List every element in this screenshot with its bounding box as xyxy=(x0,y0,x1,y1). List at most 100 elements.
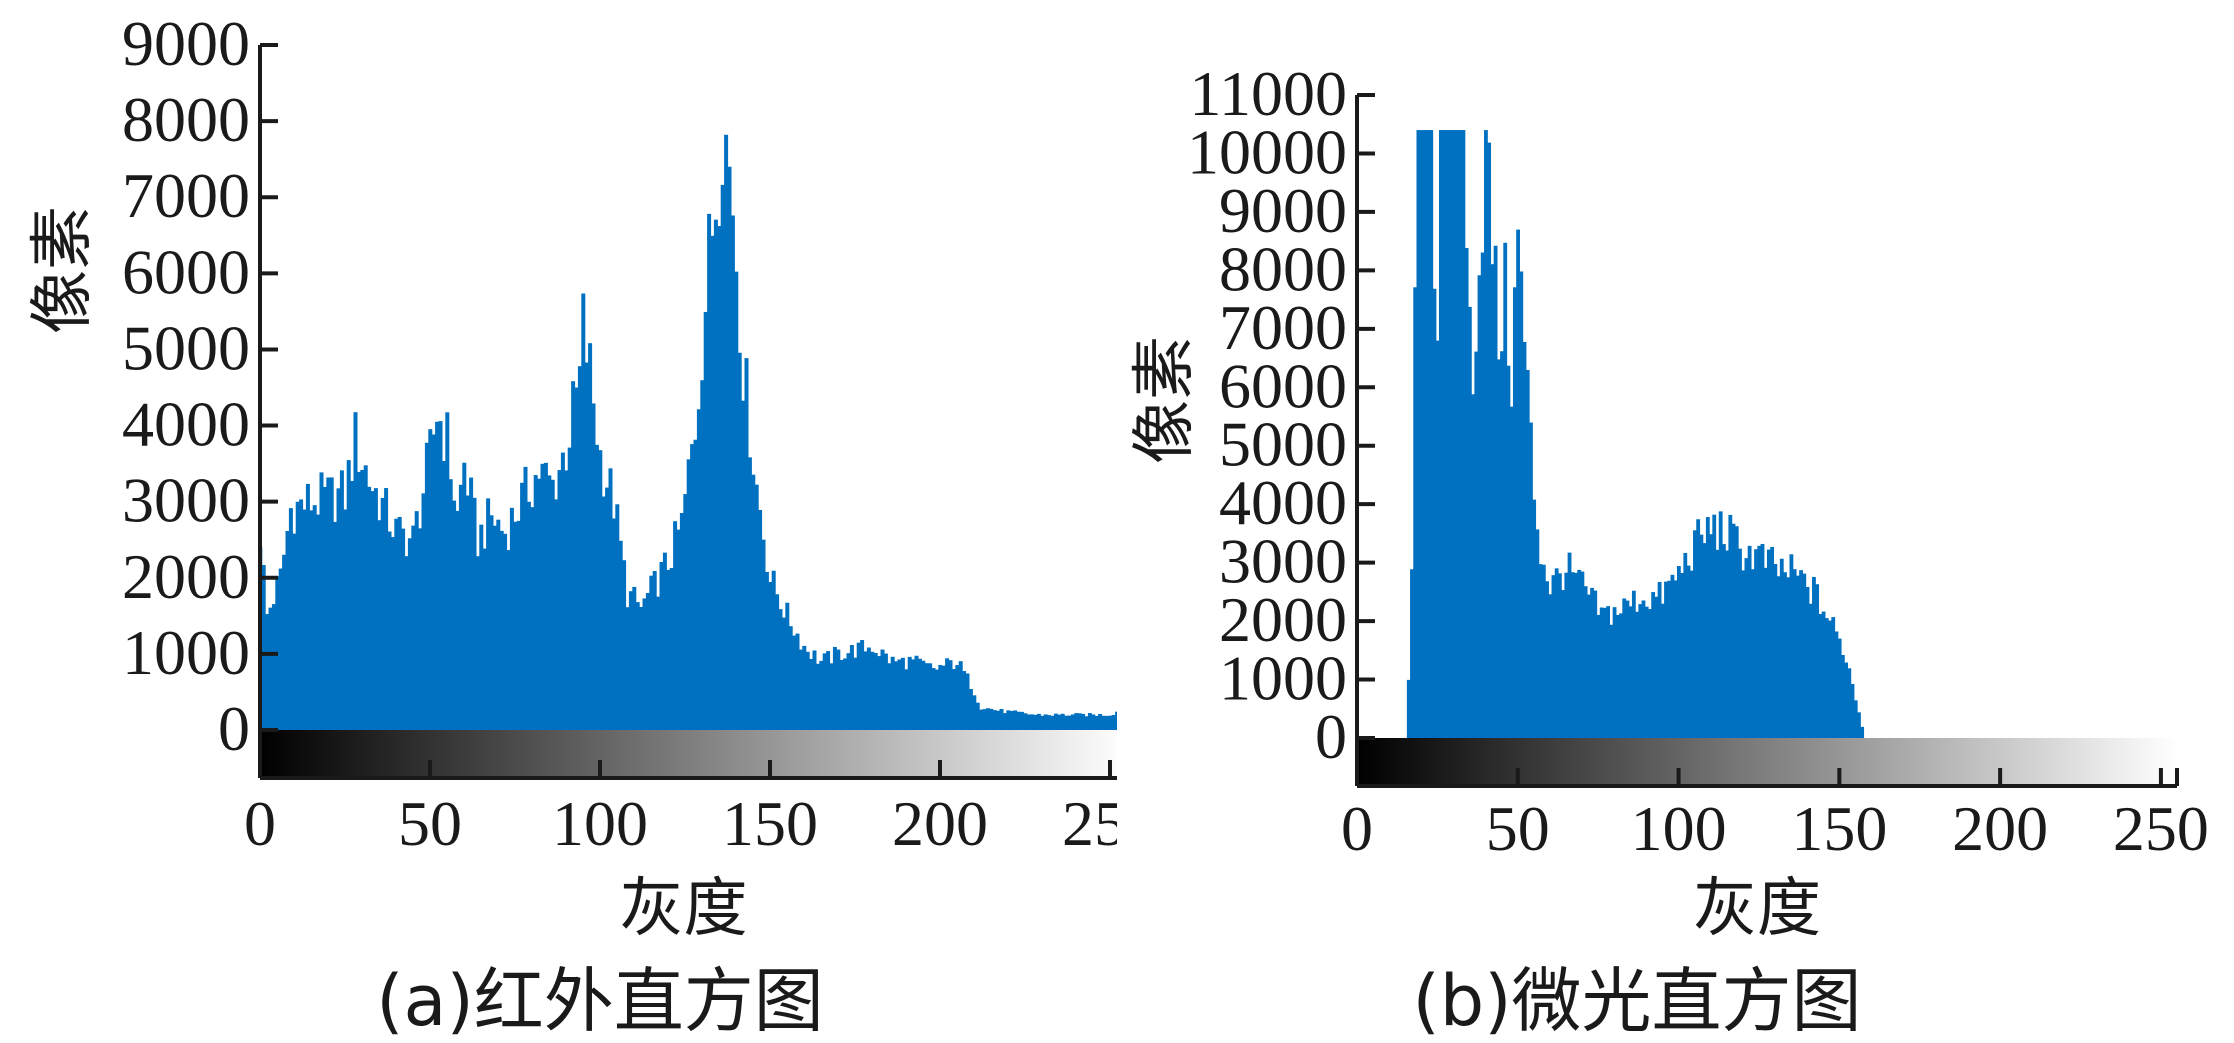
histogram-bar xyxy=(1419,130,1424,738)
histogram-bar xyxy=(1821,611,1826,738)
histogram-bar xyxy=(441,461,446,730)
histogram-bar xyxy=(778,609,783,730)
histogram-bar xyxy=(707,213,712,730)
histogram-bar xyxy=(1747,545,1752,738)
histogram-bar xyxy=(866,647,871,730)
histogram-bar xyxy=(676,529,681,730)
histogram-bar xyxy=(1712,514,1717,738)
histogram-bar xyxy=(1033,714,1038,730)
histogram-bar xyxy=(656,596,661,730)
histogram-bar xyxy=(911,659,916,730)
histogram-bar xyxy=(537,478,542,730)
histogram-bar xyxy=(540,463,545,730)
histogram-bar xyxy=(904,669,909,730)
histogram-bar xyxy=(1702,543,1707,738)
histogram-bar xyxy=(1108,715,1113,730)
histogram-bar xyxy=(288,508,293,730)
histogram-bar xyxy=(669,567,674,730)
histogram-bar xyxy=(819,660,824,730)
y-tick-label: 10000 xyxy=(1187,116,1347,187)
histogram-bar xyxy=(768,582,773,730)
histogram-bar xyxy=(1857,712,1861,738)
y-tick-label: 7000 xyxy=(1219,292,1347,363)
histogram-bar xyxy=(312,505,317,730)
histogram-bar xyxy=(547,475,552,730)
histogram-bar xyxy=(900,657,905,730)
histogram-bar xyxy=(346,460,351,730)
histogram-bar xyxy=(1484,130,1488,738)
x-tick-label: 100 xyxy=(1631,793,1727,864)
histogram-bar xyxy=(1081,713,1086,730)
histogram-bar xyxy=(605,487,610,730)
histogram-bar xyxy=(1606,606,1611,738)
histogram-bar xyxy=(1721,544,1726,738)
histogram-bar xyxy=(438,421,443,730)
histogram-bar xyxy=(465,495,470,730)
histogram-bar xyxy=(907,656,912,730)
histogram-bar xyxy=(856,642,861,730)
histogram-bar xyxy=(948,660,953,730)
histogram-bar xyxy=(632,586,637,730)
histogram-bar xyxy=(1057,714,1062,730)
histogram-bar xyxy=(713,219,718,730)
histogram-bar xyxy=(883,653,888,730)
x-tick-label: 0 xyxy=(1341,793,1373,864)
histogram-bar xyxy=(972,695,977,730)
histogram-bar xyxy=(622,560,627,730)
histogram-bar xyxy=(1442,130,1447,738)
histogram-bar xyxy=(1808,603,1813,738)
histogram-bar xyxy=(1738,548,1742,738)
histogram-bar xyxy=(761,539,766,730)
histogram-bar xyxy=(1422,130,1427,738)
histogram-bar xyxy=(747,457,752,730)
histogram-bar xyxy=(554,499,559,730)
y-tick-label: 2000 xyxy=(122,541,250,612)
histogram-bar xyxy=(1548,594,1553,738)
histogram-bar xyxy=(1744,558,1749,738)
histogram-bar xyxy=(1824,618,1829,738)
histogram-bar xyxy=(846,653,851,730)
histogram-bar xyxy=(696,409,701,730)
histogram-bar xyxy=(1853,700,1858,738)
histogram-bar xyxy=(1641,600,1646,738)
histogram-bar xyxy=(336,488,341,730)
histogram-bar xyxy=(407,538,412,730)
histogram-bar xyxy=(1648,609,1652,738)
histogram-bar xyxy=(1019,711,1024,730)
histogram-bar xyxy=(581,293,586,730)
histogram-bar xyxy=(1030,714,1035,730)
histogram-panel-infrared: 0 1000 2000 3000 4000 5000 6000 7000 8000 9000 0 50… xyxy=(26,8,1117,1042)
histogram-bar xyxy=(781,617,786,730)
histogram-bar xyxy=(1104,715,1109,730)
histogram-bar xyxy=(499,530,504,730)
histogram-bar xyxy=(1458,130,1463,738)
x-tick-label: 100 xyxy=(552,788,648,859)
histogram-bar xyxy=(1644,606,1649,738)
histogram-bar xyxy=(424,442,429,730)
histogram-bar xyxy=(1070,714,1075,730)
histogram-bar xyxy=(1615,614,1620,738)
histogram-bar xyxy=(1529,422,1533,738)
histogram-bar xyxy=(853,657,858,730)
y-tick-label: 5000 xyxy=(1219,409,1347,480)
histogram-bar xyxy=(1564,572,1569,738)
histogram-bar xyxy=(564,470,569,730)
histogram-bar xyxy=(1519,271,1524,738)
histogram-bar xyxy=(785,602,790,730)
histogram-bar xyxy=(1445,130,1450,738)
histogram-bar xyxy=(1586,594,1591,738)
y-tick-label: 5000 xyxy=(122,312,250,383)
y-axis-title: 像素 xyxy=(1128,336,1202,464)
histogram-bar xyxy=(1657,581,1662,738)
histogram-bar xyxy=(798,649,803,730)
histogram-bar xyxy=(428,429,433,730)
histogram-bar xyxy=(475,556,480,730)
histogram-bar xyxy=(598,450,603,730)
histogram-bar xyxy=(809,658,814,730)
histogram-bar xyxy=(343,509,348,730)
histogram-bar xyxy=(917,658,922,730)
histogram-bar xyxy=(458,484,463,730)
histogram-bar xyxy=(265,614,270,730)
histogram-bar xyxy=(1673,580,1678,738)
